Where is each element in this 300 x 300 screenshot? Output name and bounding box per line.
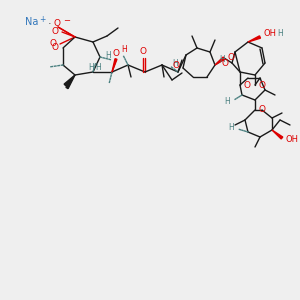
Text: ·: ·: [48, 19, 52, 29]
Text: O: O: [52, 28, 58, 37]
Text: O: O: [221, 58, 229, 68]
Text: O: O: [259, 80, 266, 89]
Text: Na: Na: [25, 17, 38, 27]
Text: O: O: [52, 44, 58, 52]
Polygon shape: [272, 130, 283, 139]
Text: O: O: [172, 61, 179, 70]
Text: +: +: [39, 14, 45, 23]
Text: H: H: [88, 62, 94, 71]
Text: H: H: [121, 46, 127, 55]
Text: O: O: [244, 80, 250, 89]
Text: −: −: [64, 16, 70, 26]
Text: O: O: [259, 106, 266, 115]
Text: O: O: [227, 53, 235, 62]
Polygon shape: [64, 75, 75, 86]
Text: OH: OH: [286, 136, 298, 145]
Polygon shape: [215, 58, 224, 65]
Polygon shape: [215, 57, 225, 65]
Text: H: H: [224, 98, 230, 106]
Polygon shape: [66, 75, 75, 89]
Polygon shape: [248, 36, 260, 42]
Text: H: H: [219, 56, 225, 64]
Text: O: O: [50, 40, 56, 49]
Text: O: O: [53, 20, 61, 28]
Text: H: H: [277, 29, 283, 38]
Text: H: H: [95, 62, 101, 71]
Text: H: H: [105, 50, 111, 59]
Text: O: O: [112, 49, 119, 58]
Text: H: H: [228, 122, 234, 131]
Text: O: O: [140, 46, 146, 56]
Text: OH: OH: [263, 29, 277, 38]
Text: H: H: [172, 59, 178, 68]
Polygon shape: [112, 59, 117, 72]
